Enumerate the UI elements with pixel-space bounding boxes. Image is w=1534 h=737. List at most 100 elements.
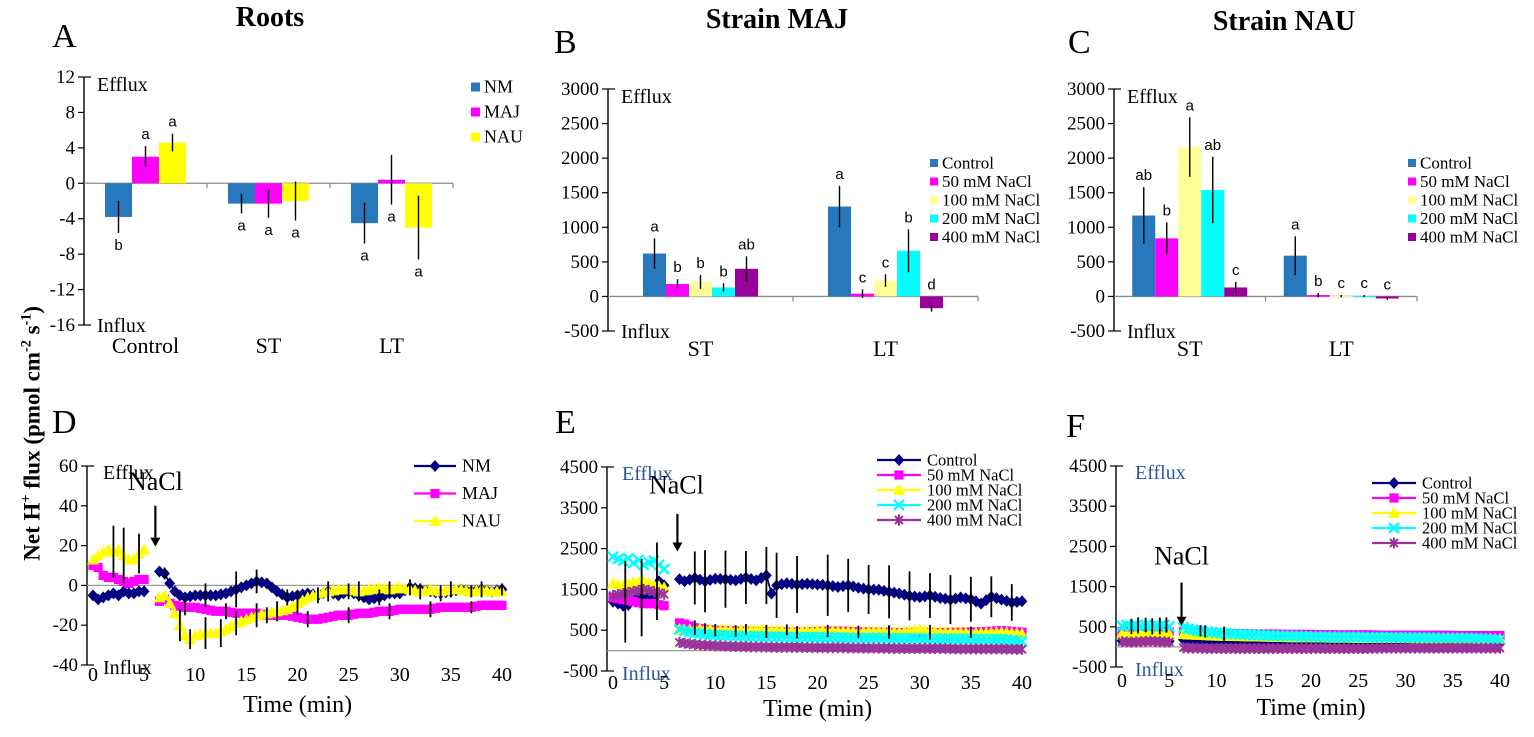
y-tick-label: 3500 [560,498,598,519]
x-tick-label: 20 [808,672,828,694]
influx-label: Influx [1135,659,1184,681]
nacl-label: NaCl [1154,541,1209,570]
significance-letter: a [168,114,177,131]
marker-square [93,562,103,573]
efflux-label: Efflux [97,74,148,96]
legend-label: 200 mM NaCl [927,496,1023,515]
error-bars [1130,617,1225,641]
legend-label: Control [927,451,978,470]
marker-x [1380,631,1393,644]
marker-square [364,608,374,618]
bar [1201,189,1225,297]
y-tick-label: 1500 [561,183,599,204]
y-tick-label: 500 [571,252,600,273]
legend-swatch [930,159,938,167]
marker-square [185,602,195,612]
legend-swatch [1408,159,1416,167]
category-label: Control [112,333,179,358]
marker-x [1229,628,1242,640]
marker-square [333,610,343,620]
marker-square [379,606,390,616]
marker-triangle [1016,627,1028,639]
x-tick-label: 35 [441,664,461,686]
marker-square [175,601,185,611]
y-tick-label: -16 [50,315,75,336]
panel-b-label: B [554,24,577,61]
y-tick-label: -500 [1070,321,1105,342]
y-tick-label: 3000 [561,79,599,100]
y-tick-label: 8 [66,102,76,123]
marker-square [644,599,654,609]
marker-square [338,610,349,620]
legend-item: 50 mM NaCl [877,466,1015,485]
y-tick-label: 1500 [1069,577,1107,598]
y-tick-label: 3000 [1067,79,1105,100]
category-label: LT [1329,336,1354,361]
significance-letter: a [650,218,659,235]
marker-square [292,612,303,622]
legend-item: 100 mM NaCl [1408,191,1519,210]
marker-x [1352,631,1365,643]
marker-square [308,614,318,624]
significance-letter: c [1361,275,1369,292]
significance-letter: a [141,126,150,143]
significance-letter: b [904,209,912,226]
marker-square [410,604,420,614]
marker-x [1442,632,1454,644]
marker-x [1409,631,1421,644]
x-tick-label: 25 [1348,670,1368,692]
x-tick-label: 10 [705,672,725,694]
marker-x [1451,632,1464,644]
significance-letter: d [927,276,935,293]
marker-x [1257,629,1270,642]
marker-x [1461,632,1473,645]
y-tick-label: 2500 [1069,536,1107,557]
marker-x [1281,630,1294,642]
marker-x [1300,630,1313,643]
legend-item: NAU [414,511,501,531]
legend-label: MAJ [484,102,520,122]
marker-x [1446,632,1459,644]
y-tick-label: 500 [570,620,599,641]
nacl-label: NaCl [128,467,183,496]
x-tick-label: 30 [390,664,410,686]
marker-square [354,608,364,618]
error-bars [112,525,503,650]
marker-diamond [266,581,278,594]
legend-swatch [471,107,480,117]
marker-diamond [1016,595,1028,608]
marker-triangle [1388,507,1400,518]
marker-triangle [163,597,176,609]
marker-square [216,606,226,616]
legend-label: 50 mM NaCl [942,172,1032,191]
marker-x [1319,630,1332,643]
x-tick-label: 10 [1207,670,1227,692]
legend-swatch [930,177,938,186]
marker-square [313,614,323,624]
legend-swatch [1408,214,1416,223]
y-tick-label: 60 [59,456,78,477]
marker-diamond [138,585,150,598]
efflux-label: Efflux [621,86,672,108]
marker-square [298,613,308,623]
legend-label: NAU [462,511,501,531]
marker-square [236,608,246,618]
y-tick-label: 1500 [1067,183,1105,204]
bar [689,281,712,297]
marker-x [658,563,670,575]
y-tick-label: 2500 [1067,114,1105,135]
panel-f-label: F [1066,408,1085,445]
x-tick-label: 5 [139,664,149,686]
y-tick-label: 1000 [561,217,599,238]
category-label: ST [1177,336,1203,361]
panel-e-label: E [555,404,576,441]
marker-square [497,600,507,610]
legend-item: 400 mM NaCl [1408,228,1519,247]
marker-triangle [158,589,171,601]
bar [666,283,689,297]
bar [1132,215,1156,297]
marker-star [1389,537,1399,549]
legend-label: 400 mM NaCl [1420,228,1519,247]
legend-swatch [1408,177,1416,186]
y-tick-label: 12 [56,67,75,88]
